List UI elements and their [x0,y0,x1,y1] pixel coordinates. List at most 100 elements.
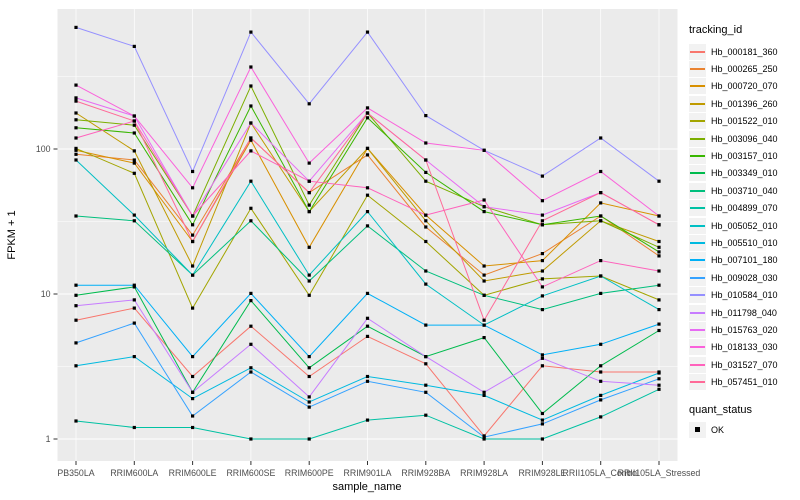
data-point [249,291,253,295]
legend-key [689,78,706,95]
legend-line-swatch [690,363,705,366]
data-point [657,322,661,326]
data-point [424,225,428,229]
x-tick-label: RRIM928LE [518,468,566,478]
data-point [249,342,253,346]
legend-key [689,234,706,251]
legend-label: Hb_007101_180 [711,255,778,266]
data-point [132,213,136,217]
data-point [74,96,78,100]
data-point [599,169,603,174]
data-point [540,223,544,227]
x-tick-label: RRIM600SE [226,468,275,478]
data-point [132,425,136,430]
data-point [249,136,253,140]
data-point [132,306,136,310]
data-point [74,136,78,140]
data-point [482,148,486,152]
legend-item: Hb_031527_070 [689,356,799,373]
data-point [249,149,253,153]
legend-key [689,148,706,165]
legend-line-swatch [690,85,705,88]
data-point [307,102,311,106]
legend-item: Hb_000265_250 [689,60,799,78]
legend-label: Hb_018133_030 [711,342,778,353]
legend-line-swatch [690,102,705,105]
data-point [365,153,370,157]
data-point [307,405,311,409]
data-point [191,390,195,394]
data-point [365,324,370,328]
data-point [74,146,78,150]
data-point [657,254,661,258]
data-point [307,374,311,379]
data-point [365,146,370,150]
data-point [599,201,603,205]
legend-item: Hb_004899_070 [689,200,799,217]
data-point [657,383,661,387]
quant-legend-item: OK [689,421,799,438]
data-point [132,114,136,118]
data-point [365,193,370,197]
data-point [249,366,253,370]
legend-key [689,217,706,234]
data-point [482,264,486,268]
x-tick-label: RRIM600LE [169,468,217,478]
data-point [132,219,136,223]
data-point [540,356,544,360]
data-point [482,390,486,394]
data-point [540,199,544,203]
legend-label: Hb_031527_070 [711,359,778,370]
data-point [74,152,78,156]
y-tick-label: 100 [36,144,51,154]
data-point [74,83,78,87]
data-point [307,293,311,297]
data-point [191,186,195,190]
legend-line-swatch [690,137,705,140]
legend-item: Hb_018133_030 [689,339,799,356]
data-point [74,126,78,130]
data-point [132,171,136,175]
data-point [657,308,661,312]
legend-line-swatch [690,50,705,53]
data-point [657,223,661,227]
legend-line-swatch [690,241,705,244]
legend-label: Hb_001396_260 [711,98,778,109]
data-point [74,118,78,122]
legend-item: Hb_003710_040 [689,182,799,199]
data-point [191,273,195,277]
legend-item: Hb_009028_030 [689,269,799,286]
data-point [424,158,428,162]
data-point [74,364,78,368]
legend-label: Hb_000720_070 [711,81,778,92]
data-point [424,179,428,183]
data-point [132,161,136,165]
legend-line-swatch [690,294,705,297]
y-axis-title: FPKM + 1 [6,210,18,259]
data-point [482,323,486,327]
data-point [191,397,195,401]
data-point [249,206,253,210]
data-point [365,418,370,422]
data-point [599,370,603,374]
data-point [307,273,311,277]
data-point [74,148,78,152]
legend-line-swatch [690,328,705,331]
legend-key [689,287,706,304]
data-point [482,435,486,439]
data-point [365,374,370,379]
legend-line-swatch [690,311,705,314]
data-point [657,298,661,302]
legend-label: Hb_000181_360 [711,46,778,57]
data-point [424,213,428,217]
data-point [424,362,428,366]
data-point [132,285,136,289]
x-tick-label: RRIM600LA [110,468,158,478]
data-point [74,158,78,162]
point-marker-icon [695,427,700,432]
data-point [657,377,661,381]
data-point [599,393,603,397]
data-point [365,186,370,190]
data-point [657,328,661,333]
legend-key [689,339,706,356]
